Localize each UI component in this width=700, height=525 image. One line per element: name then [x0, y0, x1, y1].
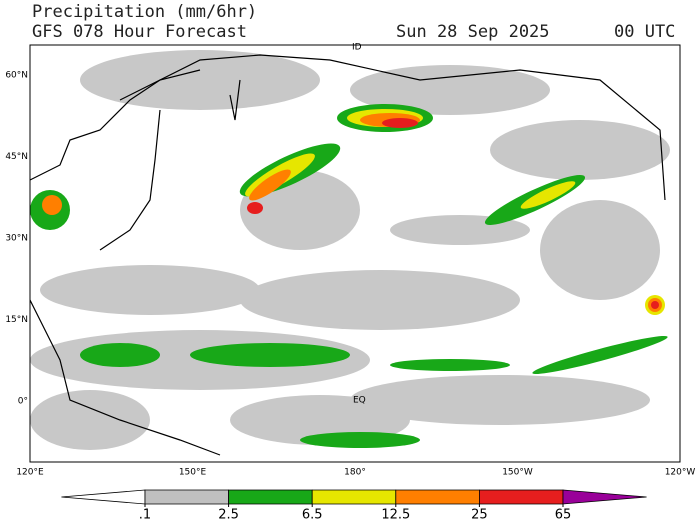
colorbar-segment [228, 489, 313, 505]
date: Sun 28 Sep 2025 [396, 22, 550, 42]
title: Precipitation (mm/6hr) [32, 2, 257, 22]
time: 00 UTC [614, 22, 675, 42]
map-frame [29, 44, 681, 463]
equator-label: EQ [353, 396, 366, 406]
lat-label: 15°N [5, 315, 28, 325]
colorbar-segment [144, 489, 229, 505]
subtitle: GFS 078 Hour Forecast [32, 22, 247, 42]
lon-label: 180° [344, 468, 366, 478]
lon-label: 120°E [16, 468, 44, 478]
lat-label: 60°N [5, 71, 28, 81]
lon-label: 120°W [665, 468, 696, 478]
lat-label: 45°N [5, 152, 28, 162]
colorbar-segment [479, 489, 564, 505]
colorbar-label: 65 [555, 508, 572, 523]
lat-label: 30°N [5, 234, 28, 244]
colorbar-label: 12.5 [381, 508, 410, 523]
dateline-label: ID [352, 43, 362, 53]
colorbar-label: 25 [471, 508, 488, 523]
map-field [30, 45, 680, 462]
colorbar-label: 2.5 [218, 508, 239, 523]
colorbar-segment [395, 489, 480, 505]
lat-label: 0° [18, 397, 28, 407]
lon-label: 150°E [179, 468, 207, 478]
colorbar-segment [311, 489, 397, 505]
colorbar-label: 6.5 [302, 508, 323, 523]
lon-label: 150°W [502, 468, 533, 478]
colorbar-segment [562, 489, 647, 505]
colorbar-label: .1 [139, 508, 151, 523]
colorbar-segment [61, 489, 146, 505]
